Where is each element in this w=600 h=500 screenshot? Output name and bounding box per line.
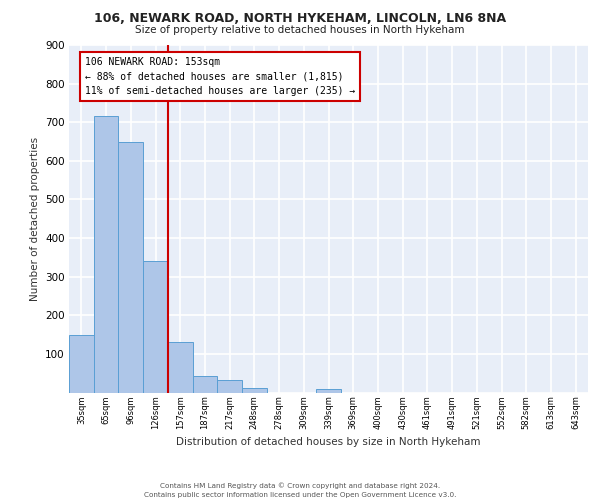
Bar: [94, 116, 118, 392]
Bar: [143, 261, 168, 392]
Bar: [242, 388, 267, 392]
Text: Size of property relative to detached houses in North Hykeham: Size of property relative to detached ho…: [135, 25, 465, 35]
Bar: [118, 142, 143, 392]
Text: 106 NEWARK ROAD: 153sqm
← 88% of detached houses are smaller (1,815)
11% of semi: 106 NEWARK ROAD: 153sqm ← 88% of detache…: [85, 56, 355, 96]
Bar: [168, 342, 193, 392]
X-axis label: Distribution of detached houses by size in North Hykeham: Distribution of detached houses by size …: [176, 438, 481, 448]
Text: 106, NEWARK ROAD, NORTH HYKEHAM, LINCOLN, LN6 8NA: 106, NEWARK ROAD, NORTH HYKEHAM, LINCOLN…: [94, 12, 506, 26]
Y-axis label: Number of detached properties: Number of detached properties: [29, 136, 40, 301]
Bar: [193, 376, 217, 392]
Bar: [316, 388, 341, 392]
Bar: [69, 334, 94, 392]
Bar: [217, 380, 242, 392]
Text: Contains HM Land Registry data © Crown copyright and database right 2024.
Contai: Contains HM Land Registry data © Crown c…: [144, 482, 456, 498]
